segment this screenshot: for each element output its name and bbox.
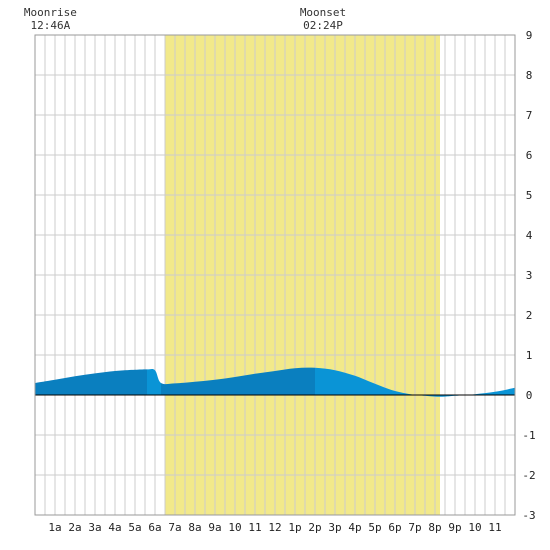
x-tick-label: 7a: [168, 521, 181, 534]
x-tick-label: 12: [268, 521, 281, 534]
x-tick-label: 4a: [108, 521, 121, 534]
x-tick-label: 8a: [188, 521, 201, 534]
y-tick-label: 8: [526, 69, 533, 82]
y-tick-label: -2: [522, 469, 535, 482]
x-tick-label: 10: [228, 521, 241, 534]
y-tick-label: 9: [526, 29, 533, 42]
x-tick-label: 2a: [68, 521, 81, 534]
tide-area-segment: [35, 369, 147, 395]
y-tick-label: 0: [526, 389, 533, 402]
tide-area-segment: [161, 367, 315, 395]
x-tick-label: 11: [248, 521, 261, 534]
tide-area-segment: [147, 368, 161, 395]
y-tick-label: -1: [522, 429, 535, 442]
y-tick-label: 3: [526, 269, 533, 282]
moon-event-label: Moonrise: [24, 6, 77, 19]
x-tick-label: 7p: [408, 521, 421, 534]
y-tick-label: 4: [526, 229, 533, 242]
x-tick-label: 6a: [148, 521, 161, 534]
y-tick-label: 2: [526, 309, 533, 322]
tide-area-segment: [315, 367, 515, 397]
x-tick-label: 9a: [208, 521, 221, 534]
x-tick-label: 1p: [288, 521, 301, 534]
x-tick-label: 3a: [88, 521, 101, 534]
x-tick-label: 5p: [368, 521, 381, 534]
x-tick-label: 5a: [128, 521, 141, 534]
y-tick-label: 5: [526, 189, 533, 202]
x-tick-label: 6p: [388, 521, 401, 534]
moon-event-label: Moonset: [300, 6, 346, 19]
x-tick-label: 3p: [328, 521, 341, 534]
moon-event-time: 12:46A: [31, 19, 71, 32]
y-tick-label: -3: [522, 509, 535, 522]
x-tick-label: 4p: [348, 521, 361, 534]
y-tick-label: 6: [526, 149, 533, 162]
x-tick-label: 1a: [48, 521, 61, 534]
plot-border: [34, 34, 516, 516]
x-tick-label: 2p: [308, 521, 321, 534]
x-tick-label: 10: [468, 521, 481, 534]
y-tick-label: 7: [526, 109, 533, 122]
x-tick-label: 9p: [448, 521, 461, 534]
x-tick-label: 8p: [428, 521, 441, 534]
moon-event-time: 02:24P: [303, 19, 343, 32]
y-tick-label: 1: [526, 349, 533, 362]
x-tick-label: 11: [488, 521, 501, 534]
